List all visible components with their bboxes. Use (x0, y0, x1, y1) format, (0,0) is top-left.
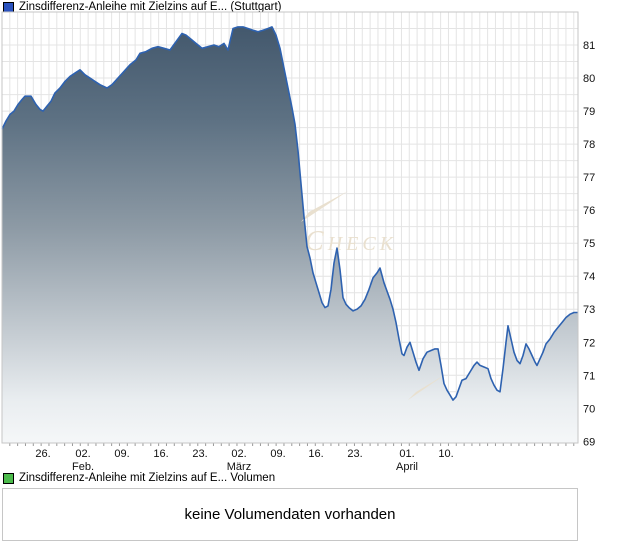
price-line (1, 26, 578, 401)
svg-text:01.: 01. (399, 448, 414, 460)
svg-text:10.: 10. (438, 448, 453, 460)
svg-text:74: 74 (583, 271, 595, 283)
watermark: CHECK (301, 191, 446, 400)
svg-text:72: 72 (583, 337, 595, 349)
svg-text:02.: 02. (231, 448, 246, 460)
svg-text:09.: 09. (114, 448, 129, 460)
svg-text:75: 75 (583, 238, 595, 250)
y-axis-labels: 81 80 79 78 77 76 75 74 73 72 71 70 69 (583, 40, 595, 448)
svg-text:76: 76 (583, 205, 595, 217)
svg-text:16.: 16. (308, 448, 323, 460)
volume-legend-swatch-icon (3, 472, 14, 484)
svg-text:Feb.: Feb. (72, 461, 94, 473)
svg-text:70: 70 (583, 403, 595, 415)
svg-text:78: 78 (583, 139, 595, 151)
no-volume-message: keine Volumendaten vorhanden (184, 506, 396, 523)
svg-text:73: 73 (583, 304, 595, 316)
svg-text:81: 81 (583, 40, 595, 52)
svg-text:April: April (396, 461, 418, 473)
svg-text:09.: 09. (270, 448, 285, 460)
svg-text:02.: 02. (75, 448, 90, 460)
volume-panel: keine Volumendaten vorhanden (2, 488, 578, 541)
svg-text:69: 69 (583, 436, 595, 448)
volume-legend: Zinsdifferenz-Anleihe mit Zielzins auf E… (3, 472, 275, 484)
svg-text:80: 80 (583, 73, 595, 85)
svg-text:23.: 23. (347, 448, 362, 460)
svg-text:77: 77 (583, 172, 595, 184)
svg-text:79: 79 (583, 106, 595, 118)
svg-text:16.: 16. (153, 448, 168, 460)
watermark-text: CHECK (305, 226, 397, 257)
price-legend-label: Zinsdifferenz-Anleihe mit Zielzins auf E… (19, 1, 282, 13)
svg-text:26.: 26. (35, 448, 50, 460)
plot-border (1, 11, 579, 444)
price-area (2, 26, 578, 444)
svg-text:März: März (227, 461, 251, 473)
svg-text:23.: 23. (192, 448, 207, 460)
price-chart[interactable]: CHECK 81 80 79 78 77 76 75 74 73 72 71 70 69 26. 02. Feb… (0, 0, 620, 479)
svg-text:71: 71 (583, 370, 595, 382)
volume-legend-label: Zinsdifferenz-Anleihe mit Zielzins auf E… (19, 472, 276, 484)
